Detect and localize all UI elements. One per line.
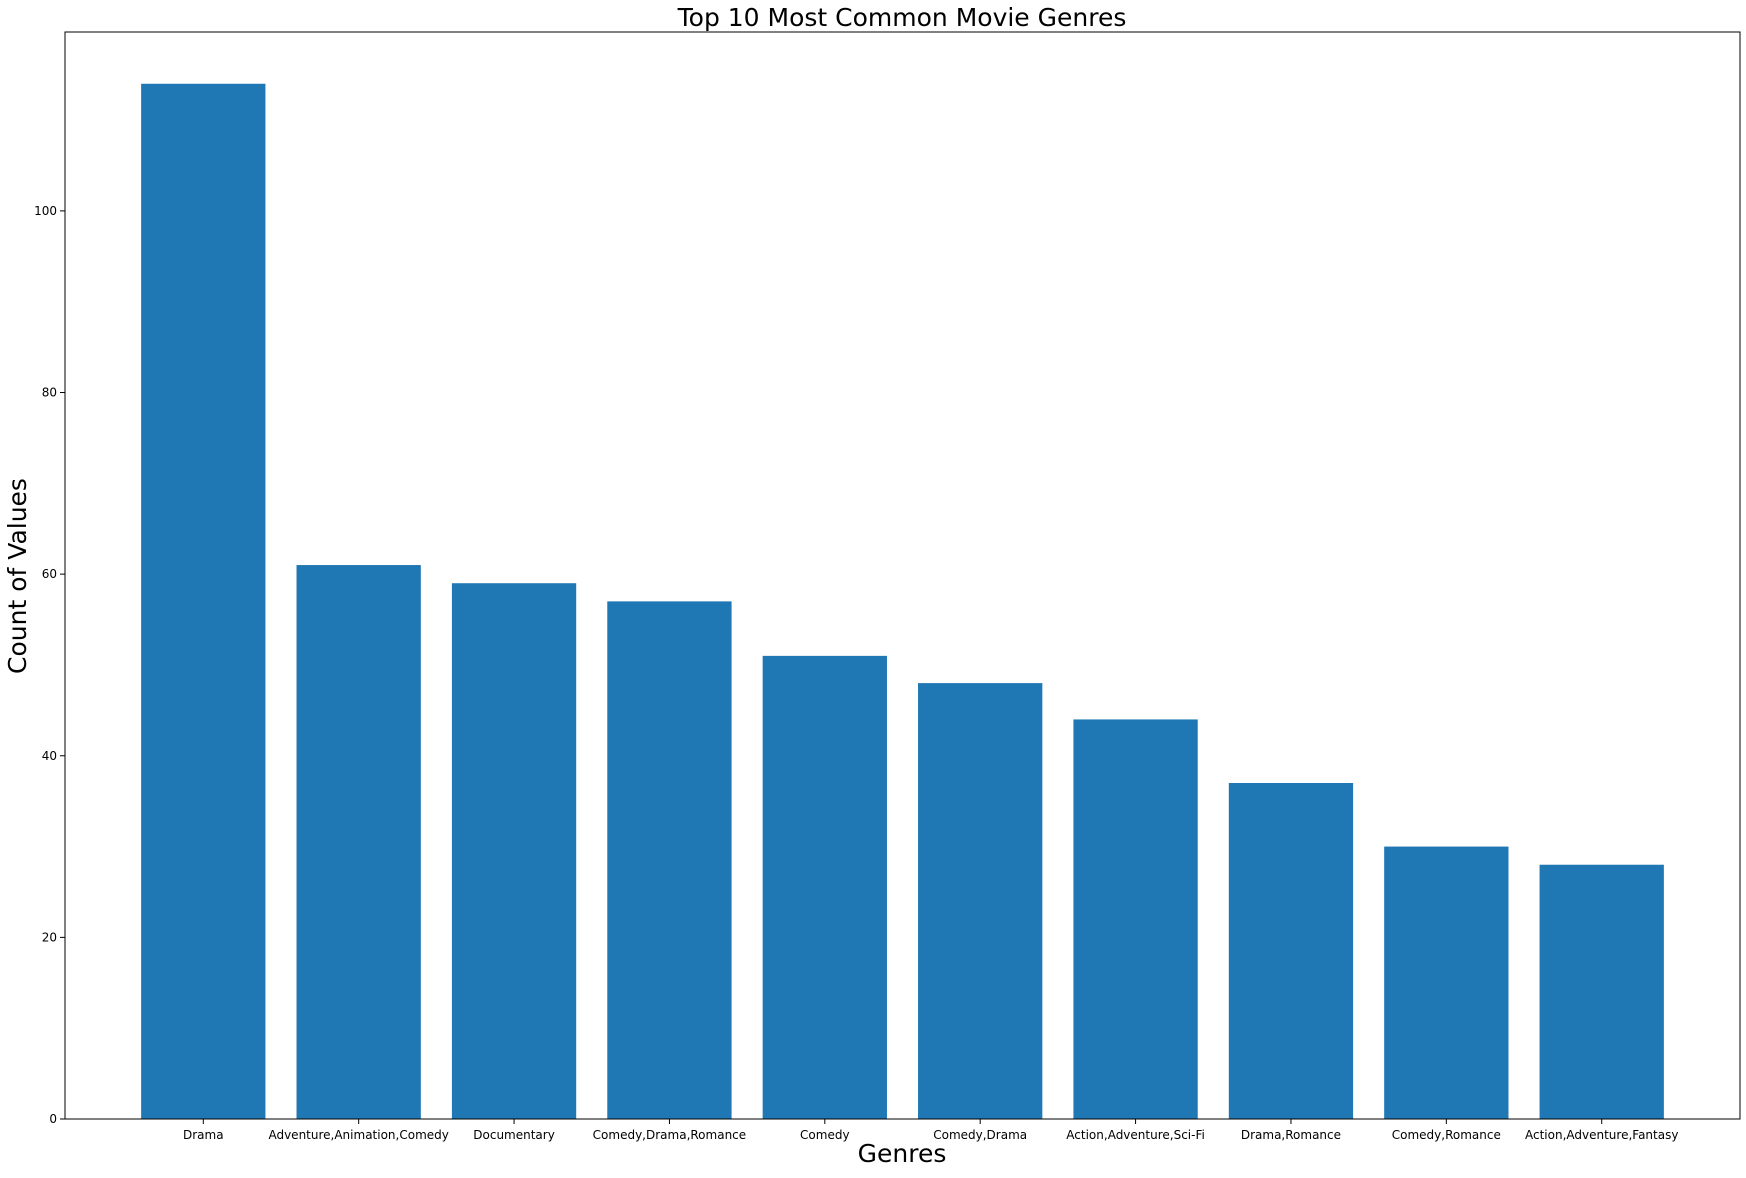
bar-comedy-drama xyxy=(918,683,1043,1119)
x-tick-label: Documentary xyxy=(473,1128,555,1142)
bar-action-adventure-fantasy xyxy=(1539,864,1664,1119)
x-tick-label: Action,Adventure,Fantasy xyxy=(1525,1128,1678,1142)
bar-comedy-drama-romance xyxy=(607,601,732,1119)
x-axis-label: Genres xyxy=(858,1139,947,1168)
y-tick-label: 100 xyxy=(34,204,57,218)
bar-documentary xyxy=(451,583,577,1119)
y-tick-label: 80 xyxy=(42,386,57,400)
bar-comedy xyxy=(762,655,887,1119)
bar-adventure-animation-comedy xyxy=(296,565,421,1119)
x-tick-label: Comedy,Drama,Romance xyxy=(593,1128,746,1142)
chart-title: Top 10 Most Common Movie Genres xyxy=(677,3,1127,32)
y-tick-label: 0 xyxy=(49,1112,57,1126)
bars-layer xyxy=(141,83,1664,1119)
x-tick-label: Comedy,Drama xyxy=(933,1128,1027,1142)
x-tick-label: Drama,Romance xyxy=(1241,1128,1341,1142)
bar-comedy-romance xyxy=(1384,846,1509,1119)
y-axis: 0 20 40 60 80 100 xyxy=(34,204,65,1126)
y-tick-label: 20 xyxy=(42,930,57,944)
y-tick-label: 40 xyxy=(42,749,57,763)
bar-drama xyxy=(141,83,266,1119)
x-tick-label: Adventure,Animation,Comedy xyxy=(268,1128,448,1142)
x-axis: Drama Adventure,Animation,Comedy Documenta… xyxy=(183,1119,1678,1142)
bar-drama-romance xyxy=(1228,783,1354,1119)
x-tick-label: Comedy xyxy=(800,1128,850,1142)
x-tick-label: Action,Adventure,Sci-Fi xyxy=(1066,1128,1205,1142)
plot-frame xyxy=(64,31,1741,1120)
x-tick-label: Comedy,Romance xyxy=(1392,1128,1501,1142)
y-tick-label: 60 xyxy=(42,567,57,581)
y-axis-label: Count of Values xyxy=(3,478,32,674)
x-tick-label: Drama xyxy=(183,1128,224,1142)
bar-action-adventure-sci-fi xyxy=(1073,719,1198,1119)
